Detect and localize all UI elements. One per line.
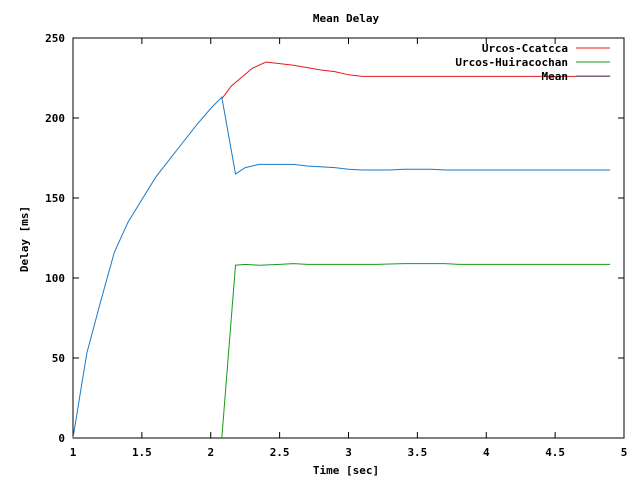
x-tick-label: 4.5 (545, 446, 565, 459)
series-line-2 (221, 263, 611, 439)
x-tick-label: 2.5 (270, 446, 290, 459)
y-tick-label: 250 (45, 32, 65, 45)
series-line-1 (221, 61, 611, 100)
series-line-3 (72, 96, 611, 439)
y-tick-label: 100 (45, 272, 65, 285)
x-tick-label: 5 (621, 446, 628, 459)
chart-title: Mean Delay (313, 12, 380, 25)
x-tick-label: 2 (207, 446, 214, 459)
legend-label-2: Urcos-Huiracochan (455, 56, 568, 69)
y-tick-label: 200 (45, 112, 65, 125)
legend-label-3: Mean (542, 70, 569, 83)
legend-label-1: Urcos-Ccatcca (482, 42, 568, 55)
x-tick-label: 3.5 (407, 446, 427, 459)
x-tick-label: 3 (345, 446, 352, 459)
y-tick-label: 0 (58, 432, 65, 445)
y-tick-label: 50 (52, 352, 65, 365)
x-axis-label: Time [sec] (313, 464, 379, 477)
y-axis-label: Delay [ms] (18, 206, 31, 272)
x-tick-label: 1 (70, 446, 77, 459)
x-tick-label: 4 (483, 446, 490, 459)
series-lines (72, 61, 611, 439)
x-tick-label: 1.5 (132, 446, 152, 459)
y-tick-label: 150 (45, 192, 65, 205)
